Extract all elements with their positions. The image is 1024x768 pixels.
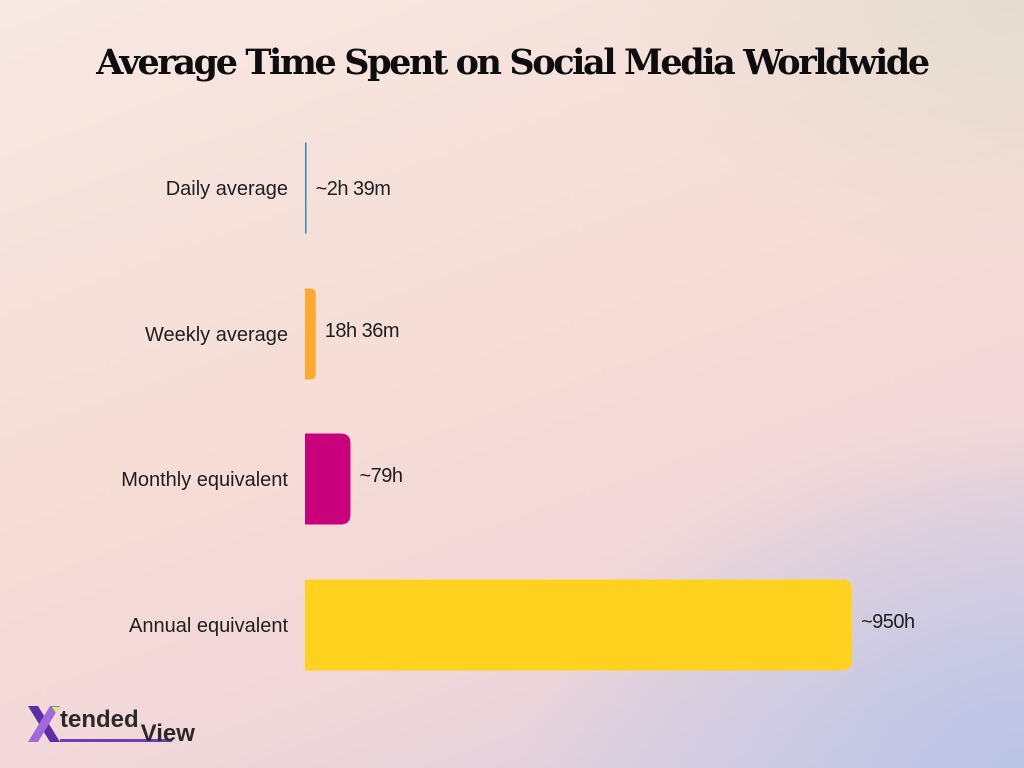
logo-text-lower: View — [140, 720, 195, 747]
bar-weekly-average — [305, 288, 316, 380]
category-label: Annual equivalent — [129, 615, 288, 637]
value-label: ~950h — [861, 611, 915, 633]
value-label: 18h 36m — [325, 320, 399, 342]
logo-underline — [60, 739, 172, 742]
value-label: ~2h 39m — [316, 178, 391, 200]
logo-text-upper: tended — [60, 706, 139, 733]
bar-monthly-equivalent — [305, 433, 351, 525]
value-label: ~79h — [359, 465, 402, 487]
xtendedview-logo: tended View — [26, 700, 195, 747]
logo-wordmark: tended View — [60, 708, 195, 747]
category-label: Daily average — [166, 178, 288, 200]
category-label: Monthly equivalent — [121, 469, 288, 491]
category-label: Weekly average — [145, 324, 288, 346]
bars-group: Daily average ~2h 39m Weekly average 18h 36… — [121, 142, 915, 671]
logo-x-mark-icon — [26, 704, 62, 744]
bar-annual-equivalent — [305, 579, 852, 671]
bar-daily-average — [305, 142, 307, 234]
chart-title: Average Time Spent on Social Media World… — [96, 42, 930, 83]
bar-chart: Daily average ~2h 39m Weekly average 18h 36… — [121, 142, 915, 671]
